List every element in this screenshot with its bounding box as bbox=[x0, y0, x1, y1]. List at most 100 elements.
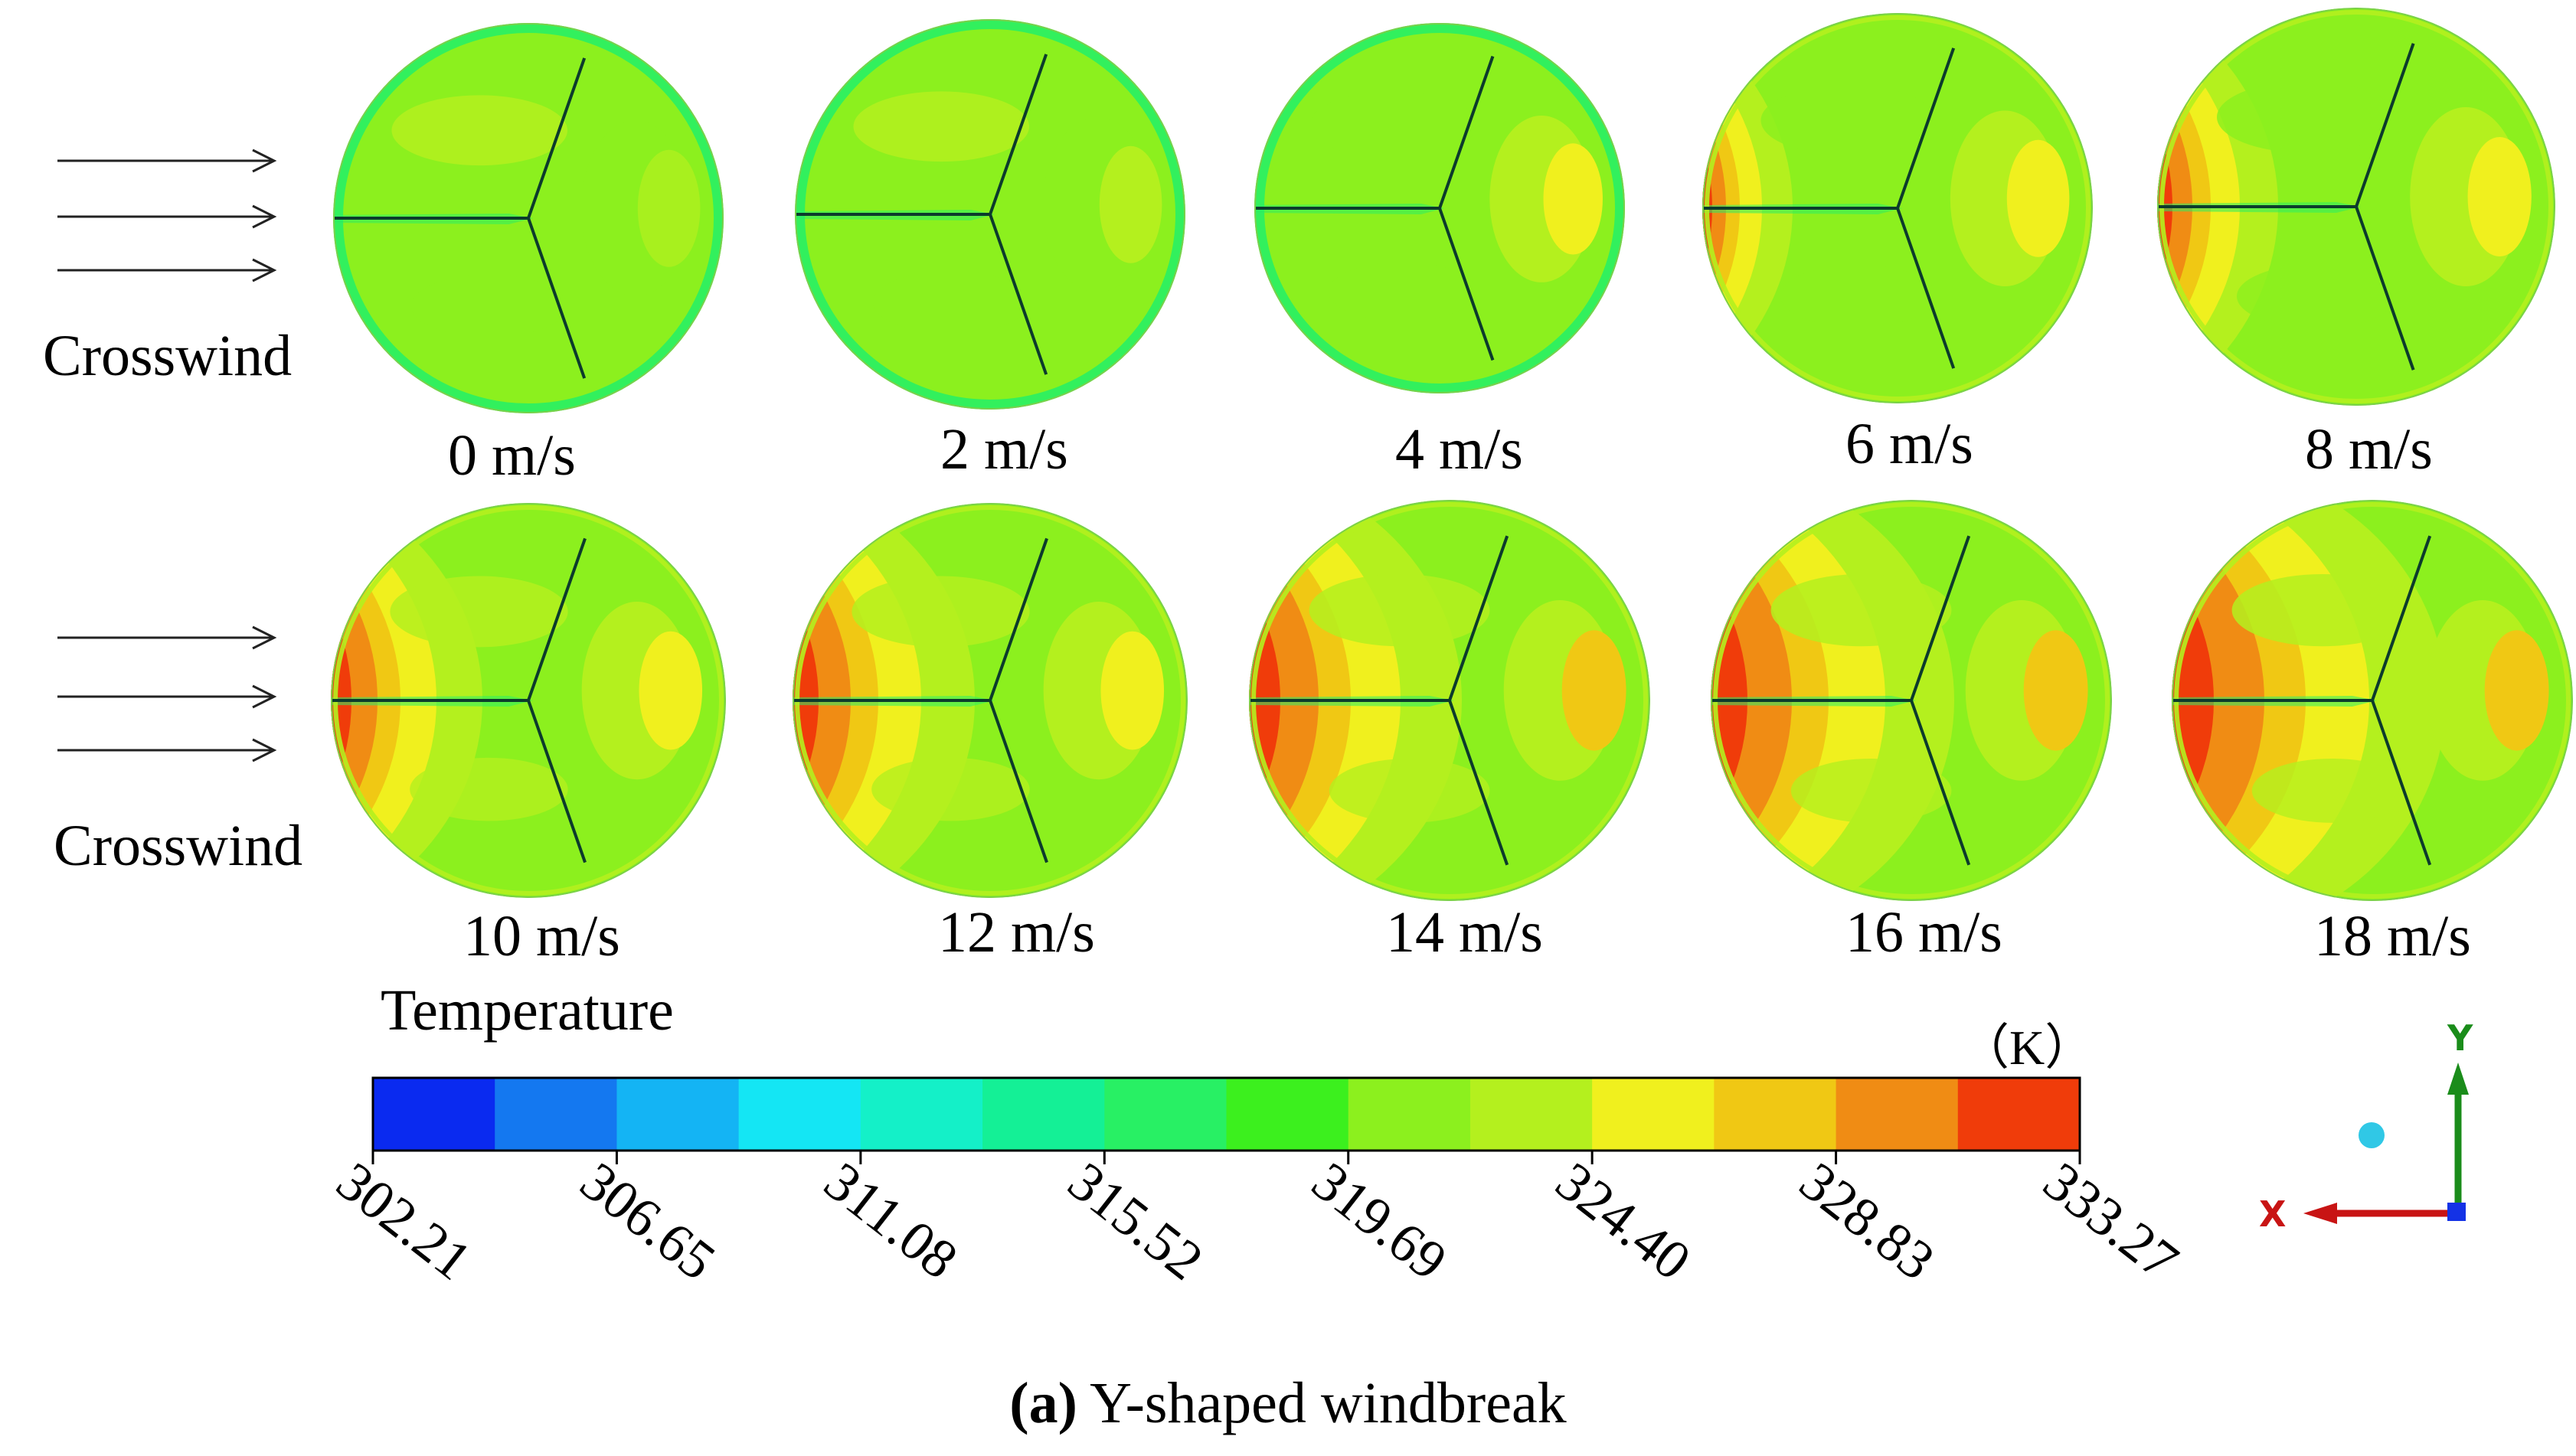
colorbar-segment bbox=[1469, 1078, 1593, 1151]
figure-caption: (a) Y-shaped windbreak bbox=[0, 1370, 2576, 1437]
windbreak-wall bbox=[989, 537, 1048, 701]
disc-outline bbox=[1249, 500, 1650, 901]
colorbar-segment bbox=[1592, 1078, 1715, 1151]
y-axis-label: Y bbox=[2447, 1017, 2473, 1059]
contour-disc-4 bbox=[2157, 8, 2555, 406]
colorbar-tick-label: 328.83 bbox=[1789, 1151, 1946, 1292]
disc-outline bbox=[2157, 8, 2555, 406]
colorbar-segment bbox=[495, 1078, 617, 1151]
colorbar-segment bbox=[1836, 1078, 1959, 1151]
contour-patch bbox=[1760, 85, 1937, 156]
colorbar-segment bbox=[982, 1078, 1105, 1151]
windbreak-wall bbox=[1438, 55, 1495, 209]
disc-outline bbox=[331, 503, 726, 898]
contour-disc-1 bbox=[795, 19, 1185, 410]
leeward-hotspot bbox=[637, 149, 701, 267]
speed-label-3: 6 m/s bbox=[1845, 412, 1973, 476]
temperature-colorbar-ticks: 302.21 306.65 311.08 315.52 319.69 324.40 328.… bbox=[325, 1151, 2189, 1292]
colorbar-frame bbox=[371, 1076, 2081, 1152]
legend-unit: （K） bbox=[1960, 1020, 2094, 1075]
windbreak-wall bbox=[1448, 700, 1509, 866]
crosswind-arrows-row-1 bbox=[57, 149, 277, 282]
windbreak-wall bbox=[527, 57, 587, 219]
x-axis-label: X bbox=[2259, 1193, 2286, 1235]
windbreak-wall bbox=[1896, 47, 1956, 209]
contour-disc-8 bbox=[1711, 500, 2112, 901]
disc-outline bbox=[1711, 500, 2112, 901]
crosswind-label-row-2: Crosswind bbox=[54, 814, 302, 878]
contour-patch bbox=[1329, 758, 1490, 823]
speed-label-4: 8 m/s bbox=[2305, 417, 2433, 482]
windbreak-wall bbox=[527, 700, 587, 863]
windbreak-wall bbox=[1438, 207, 1495, 361]
contour-disc-0 bbox=[333, 23, 724, 413]
x-axis-arrowhead bbox=[2303, 1203, 2337, 1224]
axes-triad: Y X bbox=[2259, 1017, 2473, 1235]
leeward-hotspot bbox=[2023, 630, 2088, 751]
colorbar-segment bbox=[860, 1078, 983, 1151]
disc-outline bbox=[795, 19, 1185, 410]
contour-patch bbox=[852, 576, 1030, 648]
contour-patch bbox=[873, 270, 1029, 334]
origin-marker bbox=[2447, 1203, 2466, 1221]
windbreak-wall bbox=[2355, 43, 2415, 207]
contour-patch bbox=[2217, 81, 2396, 153]
contour-disc-3 bbox=[1702, 13, 2093, 403]
speed-label-0: 0 m/s bbox=[448, 423, 576, 488]
disc-outline bbox=[793, 503, 1188, 898]
colorbar-segment bbox=[616, 1078, 740, 1151]
contour-patch bbox=[410, 757, 568, 821]
colorbar-tick-label: 333.27 bbox=[2032, 1151, 2189, 1292]
speed-label-5: 10 m/s bbox=[463, 904, 620, 968]
windbreak-wall bbox=[1910, 535, 1971, 701]
contour-patch bbox=[390, 576, 568, 648]
leeward-hotspot bbox=[2484, 630, 2549, 751]
windbreak-wall bbox=[2371, 700, 2432, 866]
contour-patch bbox=[1790, 758, 1952, 823]
leeward-hotspot bbox=[1561, 630, 1626, 751]
speed-label-7: 14 m/s bbox=[1386, 900, 1543, 965]
contour-patch bbox=[1770, 573, 1952, 647]
windbreak-wall bbox=[2355, 206, 2415, 371]
speed-label-9: 18 m/s bbox=[2314, 904, 2471, 968]
leeward-hotspot bbox=[2467, 137, 2532, 256]
colorbar-segment bbox=[1714, 1078, 1837, 1151]
windbreak-wall bbox=[527, 217, 587, 379]
leeward-hotspot bbox=[639, 631, 703, 750]
crosswind-arrows-row-2 bbox=[57, 625, 277, 762]
colorbar-tick-label: 319.69 bbox=[1301, 1151, 1458, 1292]
disc-outline bbox=[2172, 500, 2573, 901]
contour-patch bbox=[1780, 264, 1937, 328]
colorbar-segment bbox=[1104, 1078, 1227, 1151]
contour-patch bbox=[1328, 262, 1477, 322]
contour-patch bbox=[853, 91, 1029, 162]
speed-label-2: 4 m/s bbox=[1395, 417, 1523, 482]
colorbar-tick-label: 306.65 bbox=[570, 1151, 727, 1292]
colorbar-segment bbox=[373, 1078, 495, 1151]
contour-patch bbox=[411, 274, 567, 338]
contour-patch bbox=[2237, 264, 2396, 328]
contour-patch bbox=[2231, 573, 2413, 647]
caption-tag: (a) bbox=[1009, 1371, 1077, 1435]
speed-label-8: 16 m/s bbox=[1845, 900, 2002, 965]
caption-text: Y-shaped windbreak bbox=[1077, 1371, 1567, 1435]
leeward-hotspot bbox=[2006, 139, 2070, 257]
disc-outline bbox=[333, 23, 724, 413]
leeward-hotspot bbox=[1543, 143, 1603, 255]
contour-patch bbox=[1309, 573, 1490, 647]
windbreak-wall bbox=[2371, 535, 2432, 701]
colorbar-segment bbox=[738, 1078, 861, 1151]
colorbar-segment bbox=[1226, 1078, 1349, 1151]
colorbar-segment bbox=[1957, 1078, 2081, 1151]
contour-discs bbox=[331, 8, 2573, 901]
y-axis-arrowhead bbox=[2447, 1063, 2469, 1095]
speed-label-1: 2 m/s bbox=[940, 417, 1068, 482]
crosswind-label-row-1: Crosswind bbox=[43, 324, 292, 388]
sphere-marker bbox=[2359, 1122, 2385, 1148]
legend-title: Temperature bbox=[381, 978, 674, 1043]
contour-patch bbox=[871, 757, 1030, 821]
windbreak-wall bbox=[527, 537, 587, 701]
colorbar-segment bbox=[1348, 1078, 1471, 1151]
disc-outline bbox=[1702, 13, 2093, 403]
